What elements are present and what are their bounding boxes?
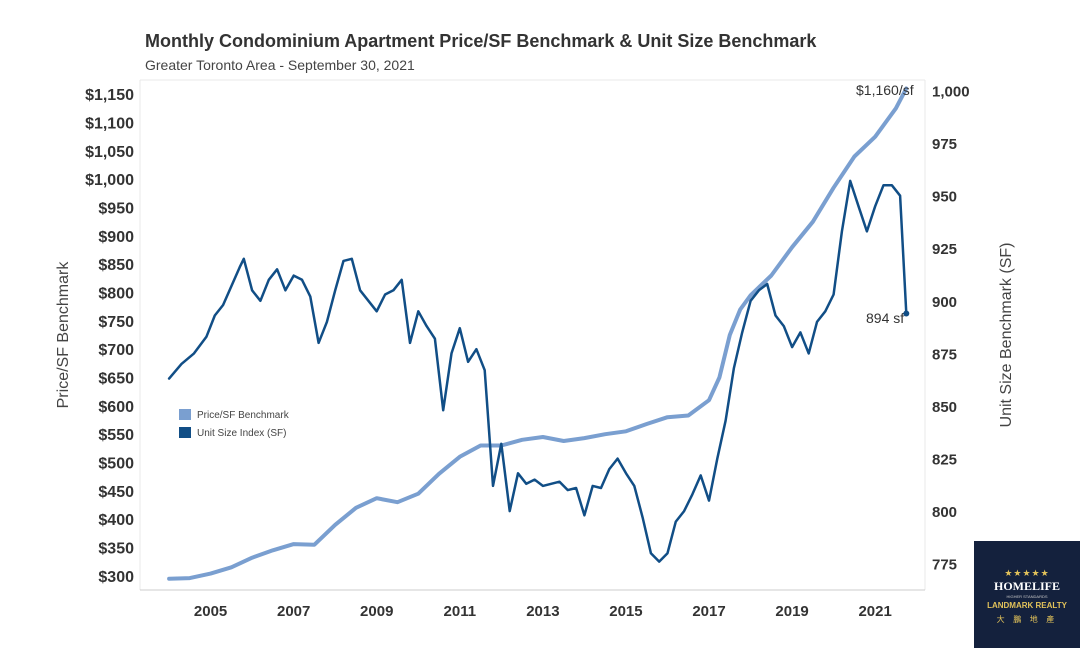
y2-tick-label: 850	[932, 399, 957, 416]
x-tick-label: 2021	[858, 603, 891, 620]
x-tick-label: 2019	[775, 603, 808, 620]
y-tick-label: $850	[98, 257, 134, 274]
logo-main-text: HOMELIFE	[993, 579, 1060, 593]
logo-cjk-text: 大 鵬 地 產	[996, 615, 1058, 624]
y2-axis-label: Unit Size Benchmark (SF)	[998, 243, 1015, 428]
y-tick-label: $650	[98, 371, 134, 388]
y2-tick-label: 1,000	[932, 84, 970, 101]
end-point-marker	[903, 310, 910, 317]
y-tick-label: $1,100	[85, 116, 134, 133]
x-axis: 2005 2007 2009 2011 2013 2015 2017 2019 2021	[194, 603, 892, 620]
y-tick-label: $1,050	[85, 144, 134, 161]
annotation-size-last: 894 sf	[866, 310, 904, 326]
y-tick-label: $750	[98, 314, 134, 331]
legend-swatch-price	[179, 409, 191, 420]
y-tick-label: $900	[98, 229, 134, 246]
y-tick-label: $400	[98, 512, 134, 529]
x-tick-label: 2009	[360, 603, 393, 620]
chart-subtitle: Greater Toronto Area - September 30, 202…	[145, 57, 415, 73]
legend: Price/SF Benchmark Unit Size Index (SF)	[179, 409, 290, 439]
series-line-unit-size	[167, 179, 908, 563]
x-tick-label: 2007	[277, 603, 310, 620]
y-tick-label: $350	[98, 541, 134, 558]
y-tick-label: $700	[98, 342, 134, 359]
y-tick-label: $500	[98, 456, 134, 473]
y2-tick-label: 775	[932, 557, 957, 574]
y-tick-label: $450	[98, 484, 134, 501]
logo-sub-text: LANDMARK REALTY	[987, 601, 1067, 610]
chart-title: Monthly Condominium Apartment Price/SF B…	[145, 31, 817, 51]
y-tick-label: $300	[98, 569, 134, 586]
logo-stars: ★★★★★	[1004, 569, 1050, 579]
y2-tick-label: 875	[932, 346, 957, 363]
annotation-price-last: $1,160/sf	[856, 82, 914, 98]
y-axis-label: Price/SF Benchmark	[55, 261, 72, 409]
y-tick-label: $950	[98, 201, 134, 218]
x-tick-label: 2013	[526, 603, 559, 620]
y-tick-label: $550	[98, 427, 134, 444]
legend-swatch-unitsize	[179, 427, 191, 438]
legend-label-price: Price/SF Benchmark	[197, 410, 290, 421]
x-tick-label: 2017	[692, 603, 725, 620]
y-tick-label: $600	[98, 399, 134, 416]
series-layer	[167, 86, 909, 581]
y2-tick-label: 825	[932, 452, 957, 469]
legend-label-unitsize: Unit Size Index (SF)	[197, 428, 286, 439]
y2-tick-label: 900	[932, 294, 957, 311]
y-tick-label: $800	[98, 286, 134, 303]
y2-tick-label: 925	[932, 241, 957, 258]
series-line-price-sf	[167, 86, 909, 581]
x-tick-label: 2005	[194, 603, 227, 620]
logo-tagline: HIGHER STANDARDS	[1006, 594, 1048, 599]
y2-tick-label: 950	[932, 189, 957, 206]
y-tick-label: $1,150	[85, 87, 134, 104]
x-tick-label: 2011	[444, 603, 477, 620]
y-axis-right: 775 800 825 850 875 900 925 950 975 1,000	[932, 84, 970, 574]
y2-tick-label: 975	[932, 136, 957, 153]
y-axis-left: $300 $350 $400 $450 $500 $550 $600 $650 $700 $750…	[85, 87, 134, 586]
homelife-logo: ★★★★★ HOMELIFE HIGHER STANDARDS LANDMARK…	[974, 541, 1080, 648]
y-tick-label: $1,000	[85, 172, 134, 189]
x-tick-label: 2015	[609, 603, 642, 620]
y2-tick-label: 800	[932, 504, 957, 521]
